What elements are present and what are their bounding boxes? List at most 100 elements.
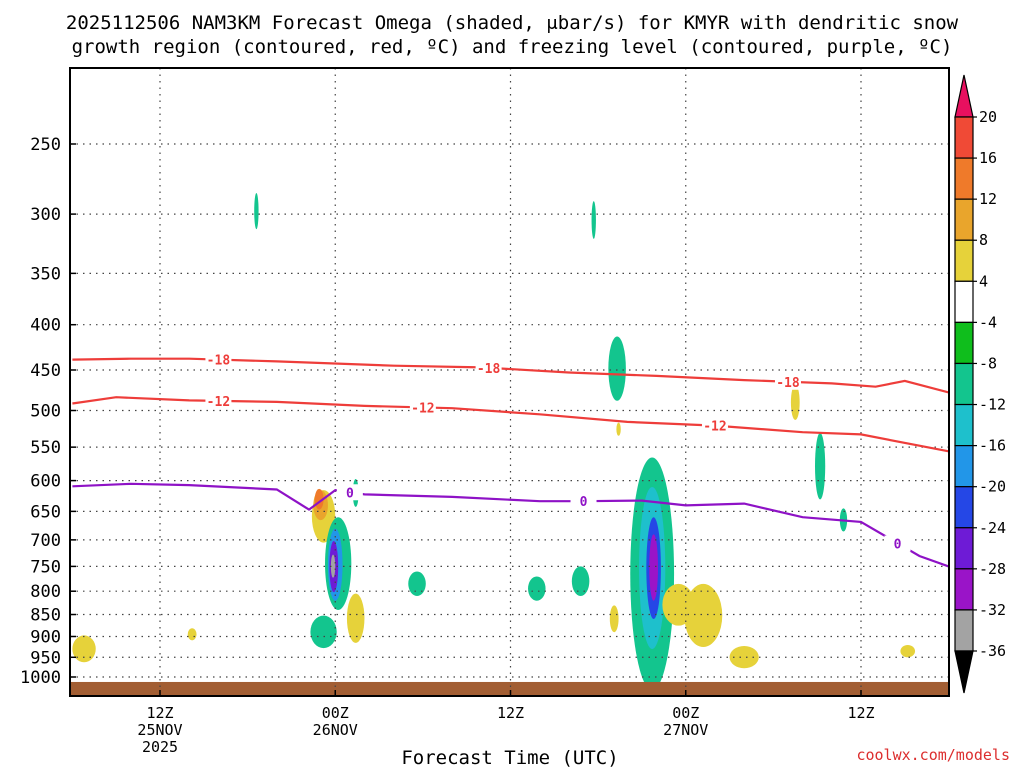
contour-label-bg	[774, 373, 801, 390]
y-tick-label-700: 700	[30, 531, 61, 551]
omega-region-neg32	[330, 554, 336, 578]
colorbar-label: -16	[979, 437, 1006, 455]
contour-label-0: 0	[894, 538, 902, 553]
plot-frame	[69, 67, 950, 697]
contour-0	[72, 482, 949, 568]
omega-region-neg8	[608, 336, 626, 401]
y-tick-label-750: 750	[30, 557, 61, 577]
omega-region-neg8	[571, 566, 590, 596]
colorbar-label: 12	[979, 190, 997, 208]
omega-region-neg8	[528, 576, 546, 601]
contour-label-0: 0	[346, 486, 354, 501]
omega-region-neg8	[591, 201, 596, 239]
contour-label-bg	[409, 399, 436, 416]
colorbar: 20 16 12 8 4 -4 -8 -12 -16 -20 -24 -28 -32 -36	[954, 74, 1006, 694]
y-axis: 2503003504004505005506006507007508008509…	[20, 135, 76, 688]
contour-label-bg	[205, 351, 232, 368]
contour-label-neg12: -12	[207, 395, 230, 410]
contour-label-neg18: -18	[776, 376, 800, 391]
colorbar-label: 16	[979, 149, 997, 167]
x-tick-label: 12Z	[497, 704, 524, 722]
y-tick-label-800: 800	[30, 582, 61, 602]
y-tick-label-900: 900	[30, 627, 61, 647]
colorbar-bin	[954, 527, 974, 570]
contour-label-bg	[205, 392, 232, 409]
x-tick-label: 00Z	[322, 704, 349, 722]
colorbar-label: -20	[979, 478, 1006, 496]
contour-label-bg	[570, 493, 597, 510]
omega-region-4	[616, 422, 621, 436]
colorbar-top-arrow	[954, 74, 974, 118]
omega-region-neg8	[814, 432, 826, 500]
contour-label-neg12: -12	[411, 401, 434, 416]
colorbar-bin	[954, 116, 974, 159]
omega-region-4	[187, 628, 197, 641]
title-line-2: growth region (contoured, red, ºC) and f…	[72, 36, 953, 58]
y-tick-label-300: 300	[30, 205, 61, 225]
y-tick-label-400: 400	[30, 316, 61, 336]
colorbar-bin	[954, 157, 974, 200]
colorbar-bin	[954, 198, 974, 241]
x-tick-label: 27NOV	[663, 721, 708, 739]
colorbar-label: -12	[979, 396, 1006, 414]
watermark: coolwx.com/models	[856, 746, 1010, 764]
contour-label-bg	[475, 359, 502, 376]
x-tick-label: 26NOV	[313, 721, 358, 739]
contour-label-neg18: -18	[477, 362, 501, 377]
colorbar-bin	[954, 486, 974, 529]
omega-region-neg8	[254, 193, 259, 230]
y-tick-label-600: 600	[30, 472, 61, 492]
x-axis-title: Forecast Time (UTC)	[401, 747, 618, 768]
x-tick-label: 12Z	[146, 704, 173, 722]
colorbar-label: -8	[979, 354, 997, 372]
contour-neg12	[72, 396, 949, 453]
contour-label-bg	[701, 417, 728, 434]
colorbar-label: 4	[979, 272, 988, 290]
contour-label-bg	[336, 484, 363, 501]
x-tick-label: 2025	[142, 738, 178, 756]
x-tick-label: 00Z	[672, 704, 699, 722]
y-tick-label-850: 850	[30, 606, 61, 626]
colorbar-bin	[954, 239, 974, 282]
colorbar-bin	[954, 280, 974, 323]
omega-region-4	[684, 583, 723, 648]
y-tick-label-350: 350	[30, 264, 61, 284]
omega-region-4	[729, 645, 759, 669]
y-tick-label-650: 650	[30, 502, 61, 522]
omega-region-neg8	[310, 615, 337, 649]
colorbar-label: -4	[979, 313, 997, 331]
terrain-layer	[70, 681, 949, 696]
contour-label-bg	[884, 535, 911, 552]
colorbar-bin	[954, 321, 974, 365]
y-tick-label-950: 950	[30, 648, 61, 668]
colorbar-bin	[954, 568, 974, 611]
colorbar-bin	[954, 362, 974, 406]
omega-region-4	[900, 644, 916, 658]
contours: -18 -18 -18 -12 -12 -12 0 0 0	[72, 351, 949, 568]
gridlines	[70, 68, 949, 696]
colorbar-bin	[954, 403, 974, 447]
omega-region-4	[609, 605, 619, 633]
omega-region-4	[72, 635, 96, 663]
y-tick-label-550: 550	[30, 438, 61, 458]
colorbar-label: -32	[979, 601, 1006, 619]
title-line-1: 2025112506 NAM3KM Forecast Omega (shaded…	[66, 12, 959, 34]
colorbar-label: 8	[979, 231, 988, 249]
colorbar-bin	[954, 445, 974, 488]
x-tick-label: 12Z	[847, 704, 874, 722]
omega-region-neg8	[408, 571, 426, 596]
colorbar-label: -24	[979, 519, 1006, 537]
omega-shading	[72, 193, 916, 691]
y-tick-label-450: 450	[30, 361, 61, 381]
chart-title: 2025112506 NAM3KM Forecast Omega (shaded…	[66, 12, 959, 58]
y-tick-label-1000: 1000	[20, 668, 61, 688]
colorbar-label: 20	[979, 108, 997, 126]
terrain-strip	[70, 681, 949, 696]
contour-label-0: 0	[580, 495, 588, 510]
x-tick-label: 25NOV	[137, 721, 182, 739]
omega-region-neg28	[649, 534, 659, 601]
omega-region-4	[790, 384, 800, 420]
contour-label-neg12: -12	[703, 420, 726, 435]
